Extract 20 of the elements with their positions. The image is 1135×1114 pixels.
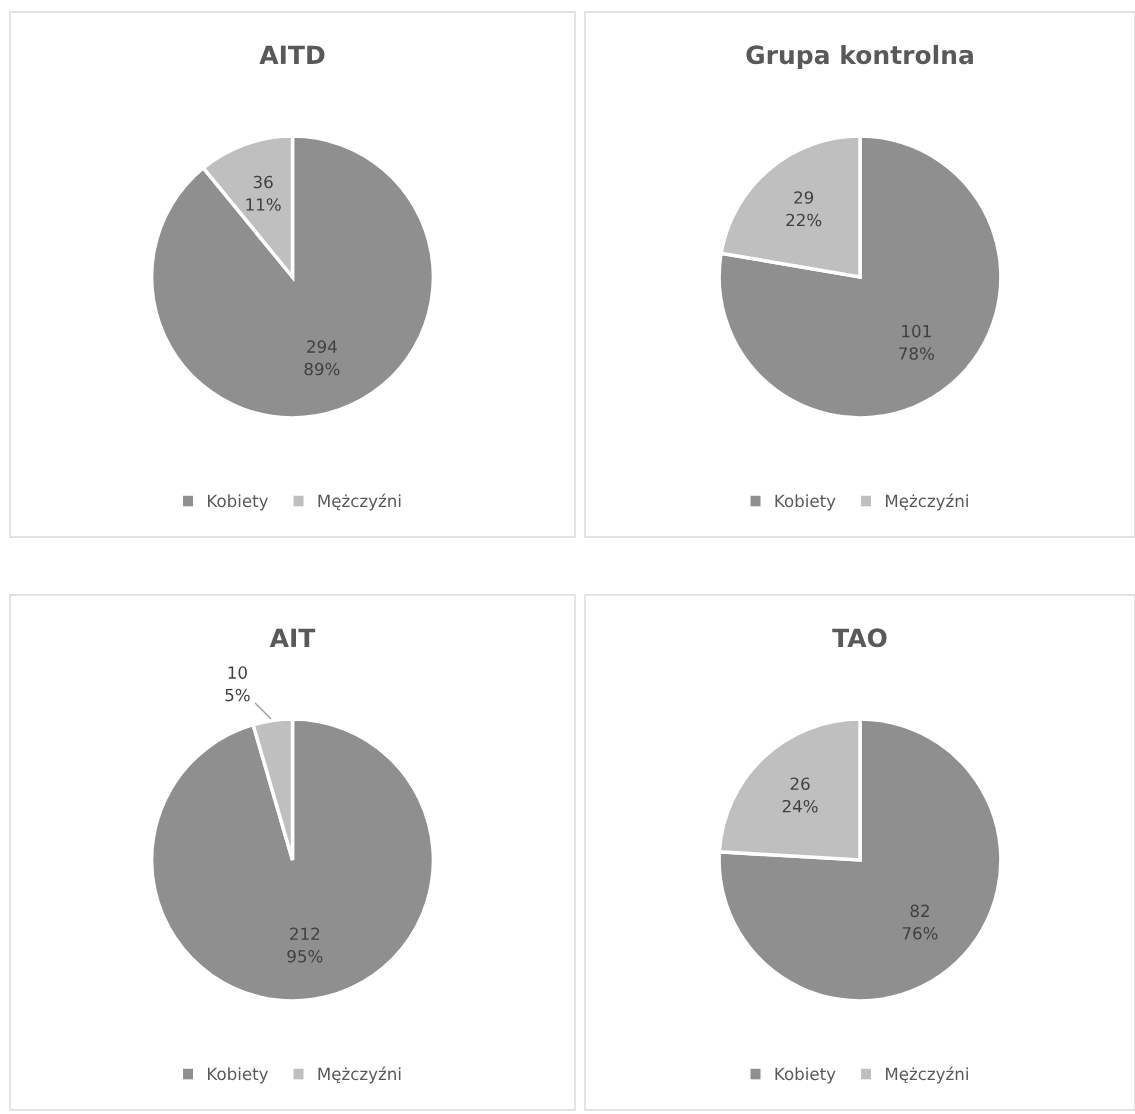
- chart-title: AITD: [259, 45, 325, 64]
- data-label: 82 76%: [902, 904, 938, 940]
- legend-label: Kobiety: [208, 494, 269, 511]
- chart-title: AIT: [269, 628, 316, 647]
- legend-label: Kobiety: [775, 494, 836, 511]
- chart-title: Grupa kontrolna: [746, 44, 973, 70]
- data-label: 212 95%: [287, 927, 323, 963]
- legend-label: Kobiety: [208, 1067, 269, 1084]
- legend-label: Kobiety: [775, 1067, 836, 1084]
- data-label: 101 78%: [899, 324, 934, 360]
- legend-label: Mężczyźni: [318, 1066, 401, 1084]
- data-label: 26 24%: [782, 777, 818, 813]
- data-label: 36 11%: [246, 175, 281, 211]
- legend-label: Mężczyźni: [318, 493, 401, 511]
- data-label: 10 5%: [225, 666, 250, 702]
- data-label: 29 22%: [786, 191, 822, 227]
- legend-label: Mężczyźni: [886, 493, 968, 511]
- legend-label: Mężczyźni: [886, 1066, 968, 1084]
- data-label: 294 89%: [304, 340, 340, 376]
- chart-title: TAO: [832, 628, 887, 648]
